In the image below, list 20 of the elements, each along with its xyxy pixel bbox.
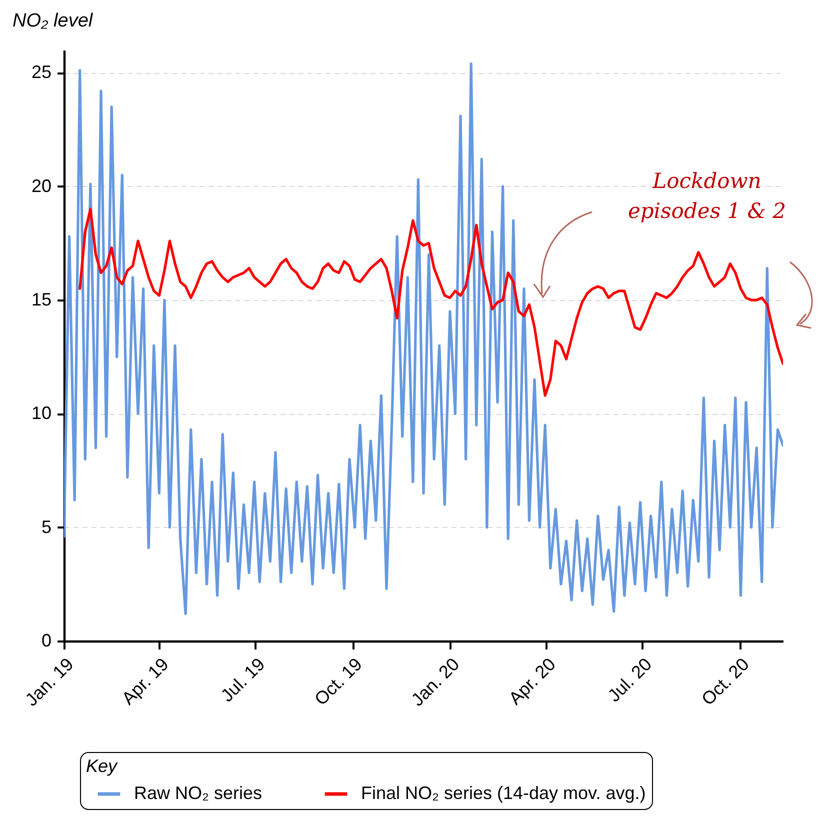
legend-label: Raw NO₂ series [134,783,262,803]
x-tick-label: Jul. 20 [604,654,656,706]
y-tick-label: 5 [41,516,52,537]
x-tick-label: Jan. 20 [407,654,464,710]
legend-title: Key [86,756,118,776]
y-tick-label: 25 [31,62,52,82]
x-tick-label: Apr. 19 [118,654,172,709]
legend-label: Final NO₂ series (14-day mov. avg.) [361,783,646,803]
y-tick-label: 10 [31,403,52,424]
x-tick-label: Oct. 19 [310,654,366,710]
y-tick-label: 15 [31,290,52,310]
x-tick-label: Jan. 19 [21,654,78,710]
y-axis-title: NO₂ level [12,10,94,32]
x-tick-label: Oct. 20 [698,654,753,710]
y-tick-label: 20 [31,176,52,196]
x-tick-label: Apr. 20 [504,654,560,709]
line-series [64,62,783,616]
annotation: Lockdown episodes 1 & 2 [626,168,788,225]
x-tick-label: Jul. 19 [216,654,269,706]
y-tick-label: 0 [41,630,52,650]
